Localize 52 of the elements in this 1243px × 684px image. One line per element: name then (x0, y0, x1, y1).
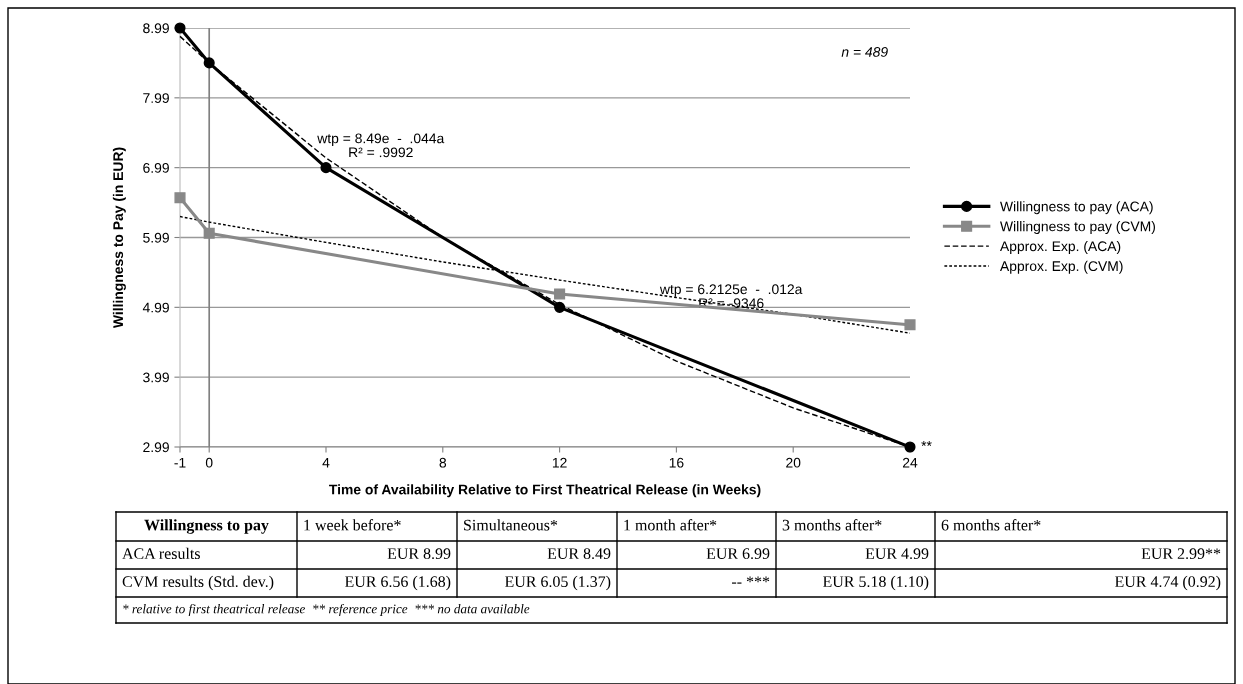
point (203, 57, 215, 69)
y-tick-label: 5.99 (143, 232, 169, 243)
y-axis-title: Willingness to Pay (in EUR) (112, 147, 126, 329)
legend-label: Willingness to pay (ACA) (1000, 201, 1153, 215)
text: 1 week before* (304, 519, 401, 531)
x-tick-label: 0 (205, 457, 213, 468)
text: EUR 8.49 (547, 548, 611, 560)
text: EUR 4.74 (0.92) (1114, 575, 1221, 591)
text: EUR 6.99 (706, 548, 770, 560)
text: * relative to first theatrical release ** reference price *** no data available (123, 603, 530, 617)
x-tick-label: -1 (174, 457, 186, 468)
annotation: ** (921, 441, 932, 446)
y-tick-label: 7.99 (143, 93, 169, 103)
text: EUR 2.99** (1141, 548, 1221, 560)
text: -- *** (732, 576, 770, 584)
legend-label: Approx. Exp. (ACA) (999, 240, 1121, 254)
text: EUR 4.99 (865, 548, 929, 560)
point (554, 288, 566, 300)
point (174, 22, 186, 34)
point (174, 192, 186, 204)
y-tick-label: 4.99 (142, 302, 169, 313)
point (320, 162, 332, 174)
text: Simultaneous* (464, 519, 558, 531)
point (904, 441, 916, 453)
legend-label: Willingness to pay (CVM) (1000, 221, 1155, 235)
x-tick-label: 24 (902, 457, 918, 468)
x-tick-label: 16 (669, 457, 684, 468)
y-tick-label: 6.99 (143, 163, 169, 173)
x-tick-label: 4 (322, 457, 330, 468)
text: Willingness to pay (144, 519, 269, 534)
text: 6 months after* (941, 519, 1041, 531)
text: 3 months after* (782, 519, 882, 531)
x-tick-label: 8 (439, 457, 447, 468)
legend-label: Approx. Exp. (CVM) (999, 260, 1123, 274)
y-tick-label: 8.99 (143, 23, 169, 34)
point (203, 227, 215, 239)
x-tick-label: 12 (552, 457, 567, 468)
point (554, 301, 566, 313)
x-axis-title: Time of Availability Relative to First Theatrical Release (in Weeks) (329, 484, 761, 498)
annotation: wtp = 8.49e - .044a R² = .9992 (317, 133, 445, 158)
text: CVM results (Std. dev.) (122, 575, 274, 591)
text: 1 month after* (624, 519, 717, 531)
y-tick-label: 2.99 (143, 442, 169, 453)
text: ACA results (122, 547, 200, 559)
text: EUR 6.05 (1.37) (504, 575, 611, 591)
point (904, 319, 916, 331)
y-tick-label: 3.99 (143, 372, 169, 383)
text: EUR 6.56 (1.68) (344, 575, 451, 591)
annotation: n = 489 (841, 47, 888, 57)
x-tick-label: 20 (786, 457, 801, 468)
text: EUR 5.18 (1.10) (822, 575, 929, 591)
text: EUR 8.99 (387, 548, 451, 560)
